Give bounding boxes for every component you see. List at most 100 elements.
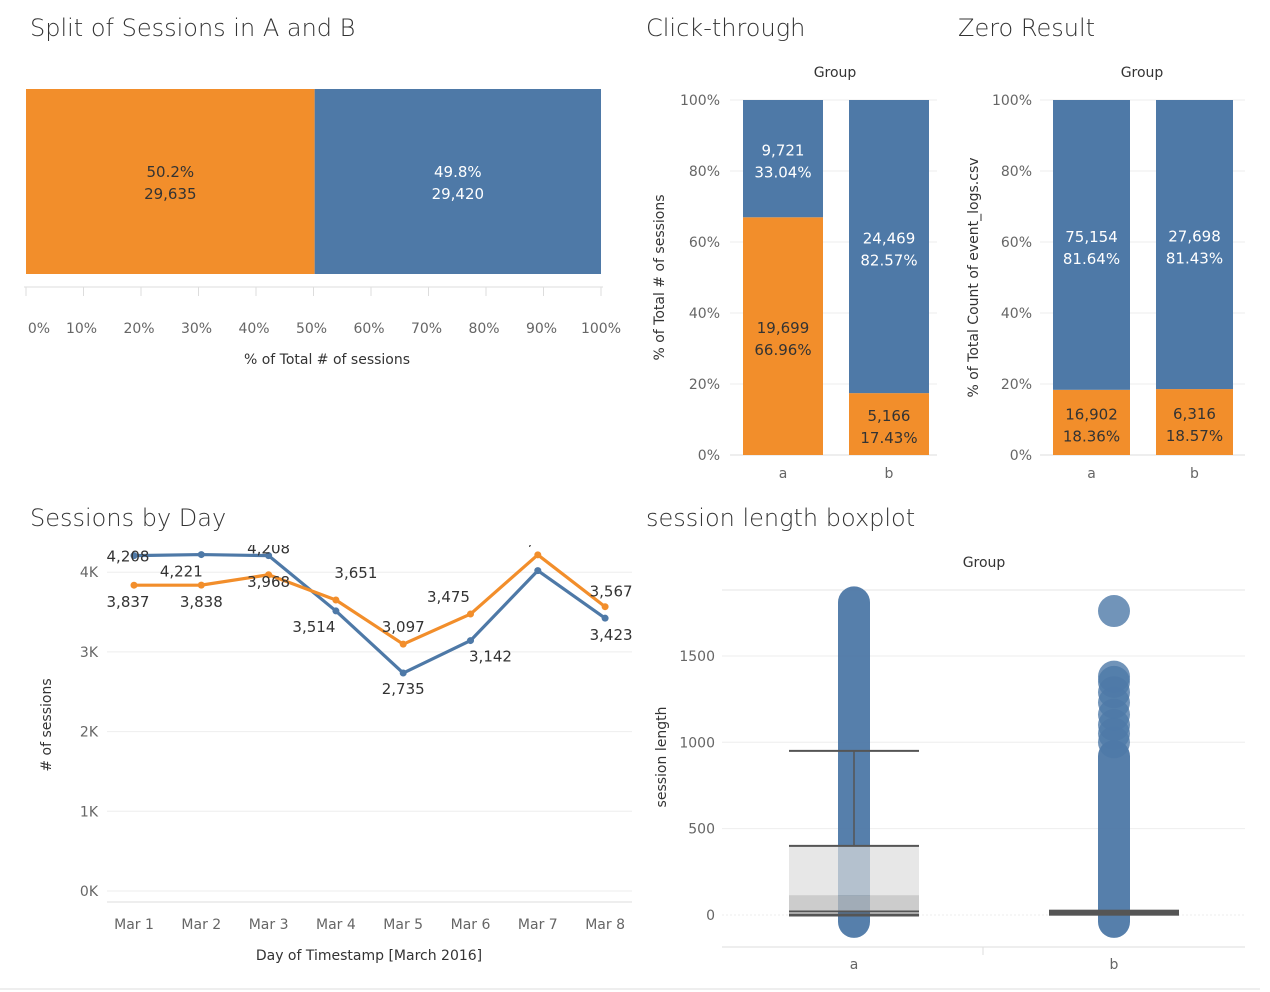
boxplot-y-tick-label: 1000 <box>679 735 715 751</box>
byday-x-tick-label: Mar 8 <box>585 917 625 933</box>
split-bar-b <box>314 89 601 274</box>
zeroresult-top-percent-b: 81.43% <box>1166 250 1223 268</box>
clickthrough-bottom-percent-b: 17.43% <box>860 429 917 447</box>
byday-point-b <box>197 551 205 559</box>
byday-line-a <box>133 553 607 646</box>
split-x-tick-label: 80% <box>468 321 499 337</box>
split-x-tick-label: 70% <box>411 321 442 337</box>
clickthrough-chart-title: Click-through <box>646 14 806 42</box>
zeroresult-y-axis-title: % of Total Count of event_logs.csv <box>966 157 982 397</box>
clickthrough-x-tick-label-a: a <box>779 466 788 482</box>
boxplot-y-tick-label: 500 <box>688 822 715 838</box>
byday-chart: 0K 1K 2K 3K 4K Mar 1 Mar 2 Mar 3 Mar 4 Mar 5 Mar 6… <box>39 545 633 964</box>
byday-point-label-b: 4,208 <box>107 548 150 566</box>
byday-point-a <box>467 610 474 618</box>
boxplot-chart-title: session length boxplot <box>646 504 916 532</box>
byday-point-b <box>534 567 542 575</box>
zeroresult-y-tick-label: 100% <box>992 93 1032 109</box>
zeroresult-x-tick-label-a: a <box>1087 466 1096 482</box>
byday-point-b <box>467 637 474 645</box>
split-x-tick-label: 60% <box>353 321 384 337</box>
byday-point-b <box>399 669 407 677</box>
clickthrough-bar-bottom-a <box>743 217 823 455</box>
byday-extra-point-label: 4,221 <box>160 563 203 581</box>
split-x-tick-label: 50% <box>296 321 327 337</box>
zeroresult-bottom-count-a: 16,902 <box>1065 405 1118 423</box>
byday-x-axis-title: Day of Timestamp [March 2016] <box>256 948 482 964</box>
byday-point-b <box>130 552 138 560</box>
byday-point-a <box>197 581 205 589</box>
zeroresult-bottom-count-b: 6,316 <box>1173 405 1216 423</box>
clickthrough-top-count-a: 9,721 <box>762 142 805 160</box>
clickthrough-bottom-count-a: 19,699 <box>757 319 810 337</box>
boxplot-x-tick-label-b: b <box>1110 957 1119 973</box>
split-x-tick-label: 40% <box>238 321 269 337</box>
zeroresult-top-count-a: 75,154 <box>1065 228 1118 246</box>
byday-point-label-a: 3,837 <box>107 593 150 611</box>
byday-x-tick-label: Mar 1 <box>114 917 154 933</box>
clickthrough-y-tick-label: 60% <box>689 235 720 251</box>
split-x-tick-label: 20% <box>123 321 154 337</box>
clickthrough-y-tick-label: 80% <box>689 164 720 180</box>
zeroresult-y-tick-label: 60% <box>1001 235 1032 251</box>
boxplot-box-b <box>1049 909 1179 916</box>
split-percent-label-b: 49.8% <box>434 163 482 181</box>
byday-point-label-a: 3,097 <box>382 618 425 636</box>
zeroresult-column-header: Group <box>1121 65 1164 81</box>
byday-chart-title: Sessions by Day <box>30 504 227 532</box>
clickthrough-column-header: Group <box>814 65 857 81</box>
clickthrough-top-percent-b: 82.57% <box>860 252 917 270</box>
byday-point-a <box>601 603 609 611</box>
zeroresult-chart: Group 0% 20% 40% 60% 80% 100% % of Total Count … <box>966 65 1245 482</box>
split-x-tick-label: 100% <box>581 321 621 337</box>
clickthrough-bottom-count-b: 5,166 <box>868 407 911 425</box>
split-x-tick-label: 30% <box>181 321 212 337</box>
clickthrough-y-tick-label: 0% <box>698 448 720 464</box>
clickthrough-x-tick-label-b: b <box>885 466 894 482</box>
boxplot-x-tick-label-a: a <box>850 957 859 973</box>
zeroresult-y-tick-label: 0% <box>1010 448 1032 464</box>
bottom-divider <box>0 988 1260 990</box>
byday-point-a <box>399 640 407 648</box>
boxplot-outlier-b <box>1098 595 1130 628</box>
clickthrough-top-percent-a: 33.04% <box>754 164 811 182</box>
byday-point-a <box>332 596 340 604</box>
byday-point-b <box>601 614 609 622</box>
split-count-label-a: 29,635 <box>144 185 197 203</box>
byday-point-b <box>332 607 340 615</box>
byday-point-a <box>534 551 542 559</box>
byday-point-label-a: 3,968 <box>247 573 290 591</box>
byday-point-label-b: 3,514 <box>292 618 335 636</box>
zeroresult-x-tick-label-b: b <box>1190 466 1199 482</box>
byday-line-b <box>133 552 607 675</box>
clickthrough-y-tick-label: 100% <box>680 93 720 109</box>
zeroresult-bar-bottom-b <box>1156 389 1233 455</box>
split-percent-label-a: 50.2% <box>146 163 194 181</box>
split-x-tick-label: 0% <box>28 321 50 337</box>
byday-point-label-a: 3,475 <box>427 588 470 606</box>
byday-x-tick-label: Mar 6 <box>451 917 491 933</box>
byday-y-tick-label: 0K <box>80 884 99 900</box>
byday-x-tick-label: Mar 5 <box>383 917 423 933</box>
byday-point-label-b: 3,423 <box>590 626 633 644</box>
byday-point-label-a: 3,651 <box>334 564 377 582</box>
byday-x-tick-label: Mar 3 <box>249 917 289 933</box>
byday-y-axis-title: # of sessions <box>39 678 55 771</box>
zeroresult-bottom-percent-b: 18.57% <box>1166 427 1223 445</box>
split-bar-a <box>26 89 315 274</box>
boxplot-column-header: Group <box>963 555 1006 571</box>
zeroresult-bar-top-b <box>1156 100 1233 390</box>
boxplot-box-upper-a <box>789 845 919 896</box>
byday-point-label-a: 4,218 <box>518 545 561 549</box>
split-x-tick-label: 10% <box>66 321 97 337</box>
zeroresult-y-tick-label: 80% <box>1001 164 1032 180</box>
clickthrough-bar-top-a <box>743 100 823 218</box>
byday-x-tick-label: Mar 4 <box>316 917 356 933</box>
split-count-label-b: 29,420 <box>432 185 485 203</box>
byday-point-b <box>265 552 273 560</box>
byday-x-tick-label: Mar 2 <box>181 917 221 933</box>
clickthrough-chart: Group 0% 20% 40% 60% 80% 100% % of Total # of s… <box>652 65 937 482</box>
boxplot-box-lower-a <box>789 895 919 912</box>
byday-point-a <box>130 581 138 589</box>
boxplot-y-tick-label: 0 <box>706 908 715 924</box>
